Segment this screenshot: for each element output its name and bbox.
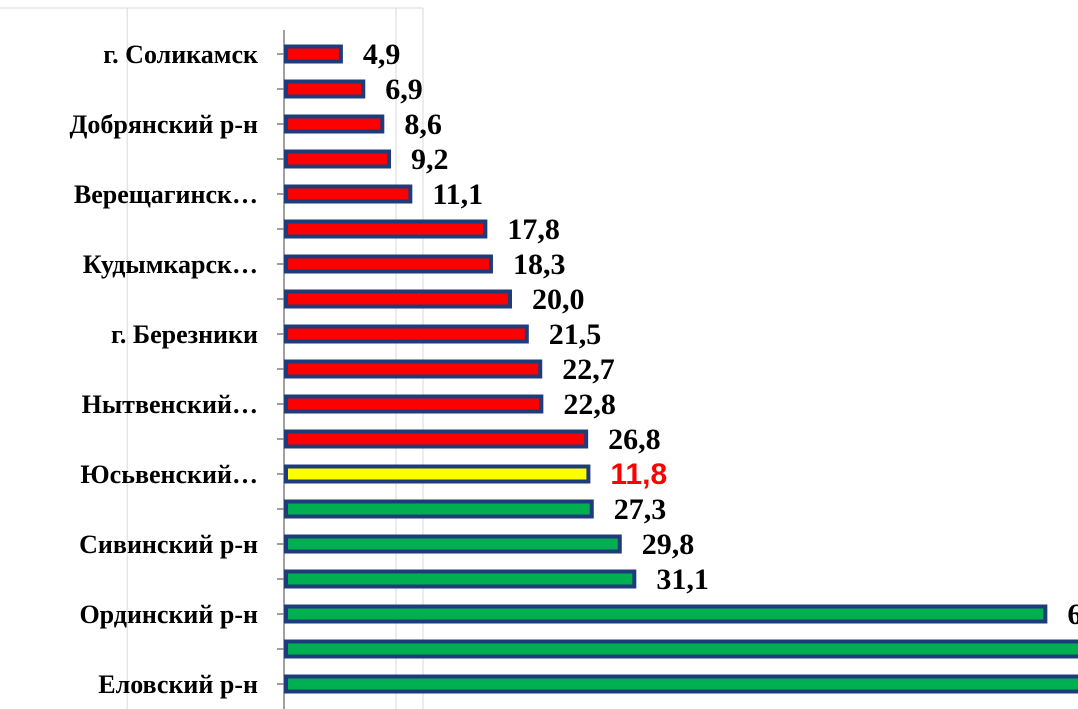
value-label-5: 17,8 (507, 213, 560, 246)
category-label-0: г. Соликамск (103, 40, 258, 69)
bar-1 (284, 79, 366, 99)
bar-10 (284, 394, 544, 414)
labels: г. Соликамск 4,96,9 Добрянский р-н 8,69,2 Ве… (70, 38, 1078, 699)
bar-15 (284, 569, 637, 589)
bars (284, 44, 1078, 694)
bar-3 (284, 149, 392, 169)
category-label-2: Добрянский р-н (70, 110, 258, 139)
value-label-4: 11,1 (432, 178, 483, 211)
category-axis (277, 30, 285, 709)
bar-16 (284, 604, 1048, 624)
category-label-8: г. Березники (111, 320, 258, 349)
category-label-16: Ординский р-н (79, 600, 258, 629)
value-label-1: 6,9 (385, 73, 423, 106)
value-label-16: 67,8 (1067, 598, 1078, 631)
bar-9 (284, 359, 543, 379)
bar-4 (284, 184, 413, 204)
category-label-12: Юсьвенский… (80, 460, 258, 489)
value-label-11: 26,8 (608, 423, 661, 456)
bar-13 (284, 499, 594, 519)
bar-7 (284, 289, 512, 309)
value-label-7: 20,0 (532, 283, 585, 316)
bar-14 (284, 534, 622, 554)
value-label-2: 8,6 (404, 108, 442, 141)
bar-17 (284, 639, 1078, 659)
bar-6 (284, 254, 493, 274)
bar-2 (284, 114, 385, 134)
value-label-13: 27,3 (614, 493, 667, 526)
bar-11 (284, 429, 589, 449)
value-label-14: 29,8 (642, 528, 695, 561)
bar-5 (284, 219, 488, 239)
value-label-6: 18,3 (513, 248, 566, 281)
bar-8 (284, 324, 529, 344)
category-label-6: Кудымкарск… (83, 250, 258, 279)
value-label-15: 31,1 (656, 563, 709, 596)
bar-18 (284, 674, 1078, 694)
category-label-18: Еловский р-н (98, 670, 258, 699)
category-label-10: Нытвенский… (82, 390, 258, 419)
value-label-9: 22,7 (562, 353, 615, 386)
bar-0 (284, 44, 343, 64)
value-label-12: 11,8 (610, 458, 667, 491)
value-label-0: 4,9 (363, 38, 401, 71)
category-label-4: Верещагинск… (74, 180, 258, 209)
gridlines (0, 7, 424, 709)
category-label-14: Сивинский р-н (79, 530, 258, 559)
value-label-10: 22,8 (563, 388, 616, 421)
value-label-3: 9,2 (411, 143, 449, 176)
bar-12 (284, 464, 591, 484)
value-label-8: 21,5 (549, 318, 602, 351)
